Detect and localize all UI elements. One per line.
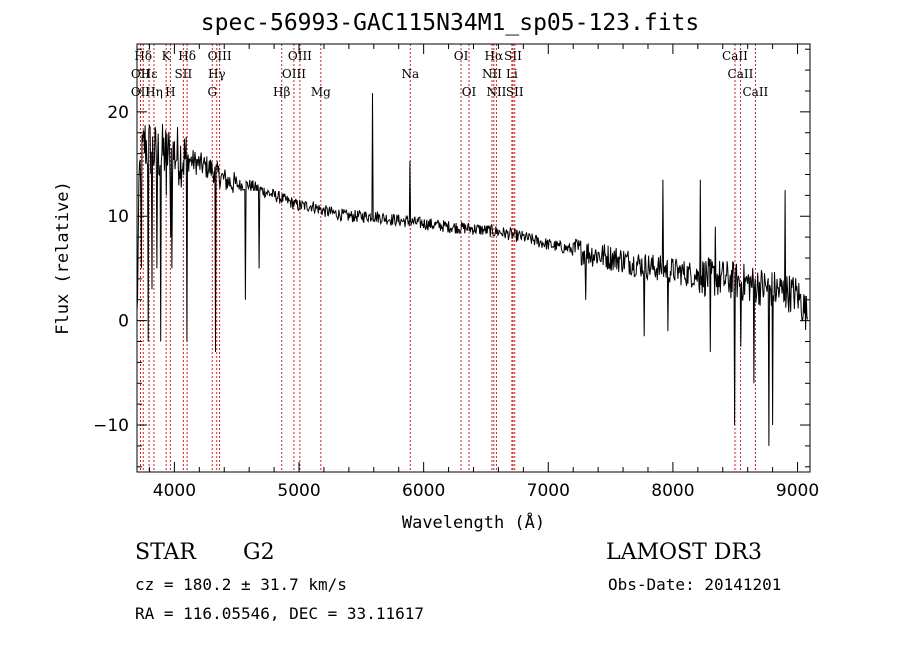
- y-axis-label: Flux (relative): [53, 181, 73, 335]
- line-label: Hβ: [273, 85, 290, 99]
- line-label: Mg: [311, 85, 331, 99]
- line-label: OIII: [288, 49, 312, 63]
- line-label: OIII: [282, 67, 306, 81]
- x-tick-label: 4000: [153, 481, 196, 501]
- line-label: Li: [506, 67, 518, 81]
- object-type: STAR: [135, 540, 196, 565]
- subclass: G2: [243, 540, 275, 565]
- redshift-text: cz = 180.2 ± 31.7 km/s: [135, 575, 347, 594]
- x-tick-label: 7000: [527, 481, 570, 501]
- line-label: OII: [131, 67, 151, 81]
- line-label: NII: [482, 67, 502, 81]
- y-tick-label: 0: [118, 312, 129, 332]
- line-label: Hγ: [208, 67, 226, 81]
- line-label: Hη: [145, 85, 163, 99]
- line-label: Hδ: [178, 49, 196, 63]
- x-tick-label: 9000: [776, 481, 819, 501]
- chart-title: spec-56993-GAC115N34M1_sp05-123.fits: [200, 10, 700, 36]
- line-label: CaII: [722, 49, 748, 63]
- line-label: Na: [401, 67, 419, 81]
- line-label: SII: [504, 49, 522, 63]
- obs-date: Obs-Date: 20141201: [608, 575, 782, 594]
- line-label: Hε: [141, 67, 158, 81]
- line-label: OI: [462, 85, 477, 99]
- line-label: K: [162, 49, 172, 63]
- survey-name: LAMOST DR3: [606, 540, 762, 565]
- axes: 4000 5000 6000 7000 8000 9000 −10 0 10 20: [93, 44, 819, 501]
- x-tick-label: 8000: [651, 481, 694, 501]
- ra-dec: RA = 116.05546, DEC = 33.11617: [135, 604, 424, 623]
- line-label: NII: [486, 85, 506, 99]
- line-label: OIII: [208, 49, 232, 63]
- x-tick-label: 5000: [277, 481, 320, 501]
- y-tick-label: 20: [107, 103, 129, 123]
- plot-frame: [136, 43, 811, 473]
- x-axis-label: Wavelength (Å): [402, 511, 545, 533]
- line-label: CaII: [728, 67, 754, 81]
- line-label: SII: [506, 85, 524, 99]
- y-tick-label: 10: [107, 207, 129, 227]
- line-label: OII: [131, 85, 151, 99]
- line-label: CaII: [742, 85, 768, 99]
- line-label: OI: [454, 49, 469, 63]
- line-label: SII: [175, 67, 193, 81]
- line-markers: [139, 44, 756, 472]
- line-label: Hα: [485, 49, 504, 63]
- line-label: Hδ: [134, 49, 152, 63]
- x-tick-label: 6000: [402, 481, 445, 501]
- line-label: G: [207, 85, 217, 99]
- spectrum-line: [136, 93, 808, 446]
- y-tick-label: −10: [93, 416, 129, 436]
- line-label: H: [165, 85, 175, 99]
